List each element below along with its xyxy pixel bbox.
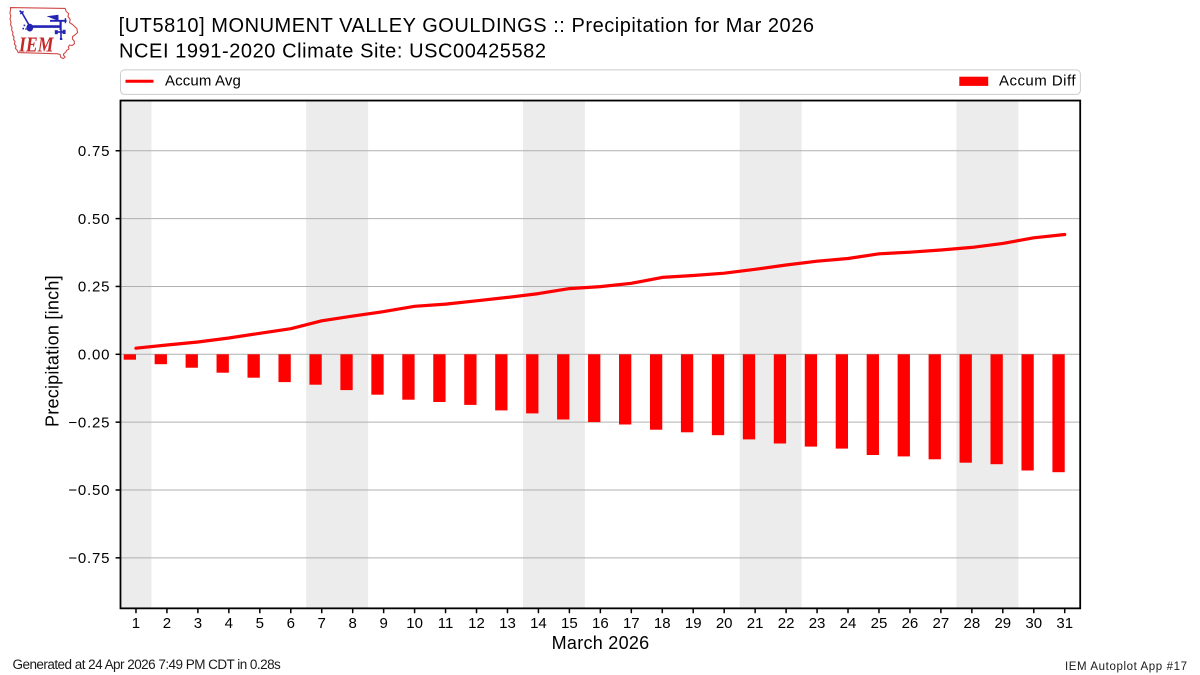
svg-text:Precipitation [inch]: Precipitation [inch]: [43, 275, 63, 427]
svg-text:5: 5: [256, 615, 264, 632]
svg-text:0.25: 0.25: [78, 279, 110, 296]
svg-text:Accum Avg: Accum Avg: [165, 73, 241, 90]
svg-text:23: 23: [809, 615, 826, 632]
svg-text:9: 9: [379, 615, 387, 632]
svg-text:IEM Autoplot App #17: IEM Autoplot App #17: [1065, 661, 1187, 673]
svg-text:16: 16: [592, 615, 609, 632]
svg-text:0.50: 0.50: [78, 211, 110, 228]
svg-text:−0.75: −0.75: [68, 550, 110, 567]
svg-text:2: 2: [163, 615, 171, 632]
svg-text:24: 24: [840, 615, 857, 632]
svg-text:0.75: 0.75: [78, 143, 110, 160]
svg-text:12: 12: [468, 615, 485, 632]
svg-text:25: 25: [871, 615, 888, 632]
svg-text:18: 18: [654, 615, 671, 632]
svg-text:3: 3: [194, 615, 202, 632]
svg-text:17: 17: [623, 615, 640, 632]
svg-text:4: 4: [225, 615, 233, 632]
svg-text:[UT5810] MONUMENT VALLEY GOULD: [UT5810] MONUMENT VALLEY GOULDINGS :: Pr…: [119, 15, 814, 37]
svg-text:26: 26: [902, 615, 919, 632]
svg-text:19: 19: [685, 615, 702, 632]
svg-text:11: 11: [438, 615, 454, 632]
svg-text:28: 28: [964, 615, 981, 632]
svg-text:30: 30: [1025, 615, 1042, 632]
svg-text:22: 22: [778, 615, 795, 632]
svg-text:−0.50: −0.50: [68, 482, 110, 499]
svg-text:IEM: IEM: [18, 32, 54, 56]
svg-text:15: 15: [561, 615, 578, 632]
svg-text:27: 27: [933, 615, 950, 632]
svg-text:21: 21: [747, 615, 764, 632]
svg-text:29: 29: [994, 615, 1011, 632]
svg-text:1: 1: [132, 615, 140, 632]
svg-text:Accum Diff: Accum Diff: [999, 73, 1076, 90]
svg-text:20: 20: [716, 615, 733, 632]
svg-text:0.00: 0.00: [78, 347, 110, 364]
svg-text:8: 8: [349, 615, 357, 632]
svg-text:NCEI 1991-2020 Climate Site: U: NCEI 1991-2020 Climate Site: USC00425582: [119, 41, 546, 63]
svg-text:13: 13: [499, 615, 516, 632]
svg-text:March 2026: March 2026: [552, 633, 650, 653]
svg-text:Generated at 24 Apr 2026 7:49: Generated at 24 Apr 2026 7:49 PM CDT in …: [13, 657, 282, 672]
svg-text:10: 10: [406, 615, 423, 632]
svg-text:−0.25: −0.25: [68, 414, 110, 431]
svg-text:7: 7: [318, 615, 326, 632]
svg-text:31: 31: [1056, 615, 1073, 632]
svg-text:14: 14: [530, 615, 547, 632]
svg-text:6: 6: [287, 615, 295, 632]
